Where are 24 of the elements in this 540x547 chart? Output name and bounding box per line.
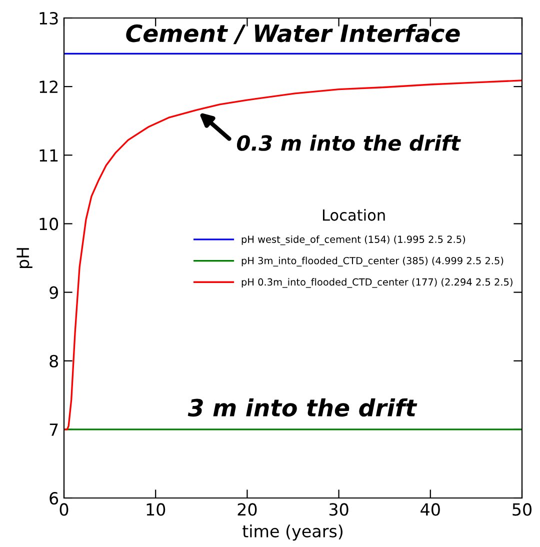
y-tick-label: 10 xyxy=(40,218,58,230)
x-tick-label: 40 xyxy=(420,503,440,516)
x-tick-label: 30 xyxy=(329,503,348,516)
x-tick-label: 0 xyxy=(60,503,68,516)
y-tick-label: 11 xyxy=(40,149,58,162)
y-tick-label: 12 xyxy=(40,80,58,93)
y-tick-label: 6 xyxy=(50,492,58,505)
annotation: Cement / Water Interface xyxy=(126,24,460,44)
legend-label: pH 3m_into_flooded_CTD_center (385) (4.999 2.5 2.5) xyxy=(242,256,504,266)
annotation: 0.3 m into the drift xyxy=(236,134,461,151)
y-tick-label: 7 xyxy=(50,424,58,436)
y-axis-title: pH xyxy=(16,248,32,268)
x-tick-label: 50 xyxy=(512,503,532,516)
legend-label: pH 0.3m_into_flooded_CTD_center (177) (2.294 2.5 2.5) xyxy=(242,278,512,288)
annotation: 3 m into the drift xyxy=(188,398,418,417)
line-series xyxy=(64,80,522,430)
y-tick-label: 8 xyxy=(50,354,58,368)
x-tick-label: 20 xyxy=(238,503,257,516)
legend-title: Location xyxy=(322,208,385,221)
y-tick-label: 13 xyxy=(40,12,58,25)
x-tick-label: 10 xyxy=(146,503,166,516)
y-tick-label: 9 xyxy=(50,286,58,299)
legend-label: pH west_side_of_cement (154) (1.995 2.5 2.5) xyxy=(242,235,466,246)
x-axis-title: time (years) xyxy=(242,524,342,541)
